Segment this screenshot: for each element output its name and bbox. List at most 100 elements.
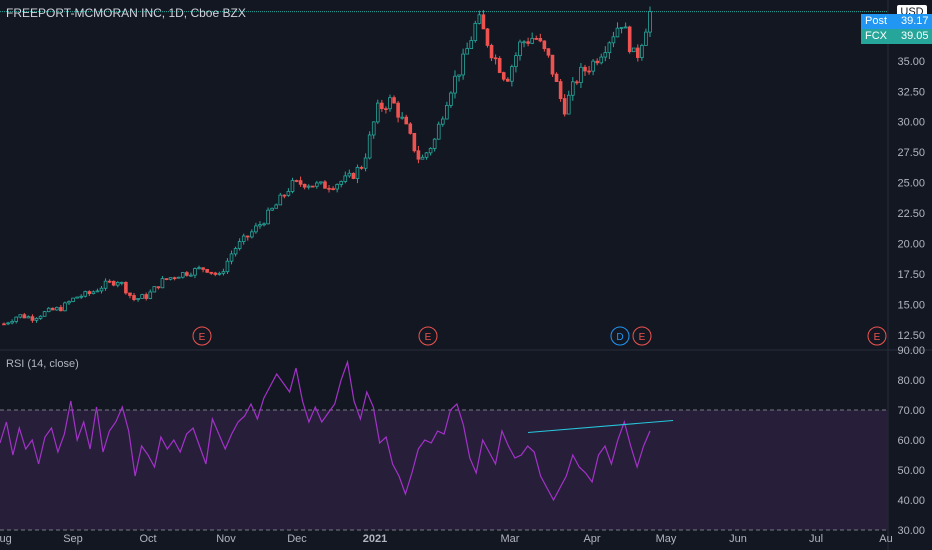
candle-body [359,166,364,169]
candle-body [457,74,461,77]
candle [132,293,136,302]
candle [294,179,299,183]
candle-body [34,317,39,321]
candle-body [189,274,193,277]
candle [644,28,648,46]
candle [591,58,595,76]
candle-body [286,191,291,196]
rsi-tick-label: 50.00 [897,465,925,477]
candle-body [164,278,169,281]
candle [554,72,559,82]
candle-body [558,81,563,99]
candle-body [343,175,348,182]
earnings-marker[interactable]: E [867,326,887,346]
candle-body [310,185,315,188]
candle [367,131,372,160]
earnings-marker[interactable]: E [632,326,652,346]
rsi-band [0,409,888,531]
time-tick-label: Mar [501,533,520,545]
candle [493,54,498,65]
dividend-marker[interactable]: D [610,326,630,346]
candle [34,317,39,323]
candle-body [22,314,27,319]
candle [225,258,230,274]
candle [193,267,197,279]
candle [461,48,465,80]
price-tick-label: 17.50 [897,269,925,281]
candle [111,280,116,287]
time-tick-label: Aug [0,533,12,545]
candle [128,292,132,299]
candle [615,22,620,38]
candle [258,221,262,229]
candle-body [266,209,270,225]
candle-body [611,36,616,44]
candle [497,56,502,74]
candle [221,268,226,276]
time-axis[interactable]: Aug Sep Oct Nov Dec 2021 Mar Apr May Jun Jul Au [0,533,893,545]
candle-body [14,316,18,322]
rsi-axis[interactable]: 90.00 80.00 70.00 60.00 50.00 40.00 30.00 [897,345,925,537]
rsi-tick-label: 80.00 [897,375,925,387]
event-circle [610,326,630,346]
candle-body [412,132,417,152]
candle [514,52,518,73]
candle-body [335,184,339,190]
candle-body [554,73,559,82]
candle [233,246,238,257]
candle-body [79,295,83,298]
candle [201,267,205,273]
candle [115,281,120,288]
candle-body [205,268,209,273]
time-tick-label: 2021 [363,533,387,545]
earnings-marker[interactable]: E [192,326,212,346]
candle-body [38,315,43,319]
candle-body [623,26,628,29]
earnings-marker[interactable]: E [418,326,438,346]
candle [538,33,543,43]
candle-body [115,282,120,286]
candle [363,153,368,172]
price-tick-label: 27.50 [897,147,925,159]
candle [412,132,417,153]
candle [347,169,352,178]
candle [457,74,461,82]
candle-body [128,292,132,296]
candle [95,288,100,293]
candle-body [323,181,327,189]
candle-body [26,316,31,319]
candle-body [213,272,218,275]
post-label: Post [865,15,888,27]
candle-body [375,102,380,123]
candle-body [534,38,539,40]
candle-body [591,60,595,72]
rsi-trendline [527,420,674,433]
candle-body [144,294,149,299]
candle [75,296,79,299]
candle [558,79,563,102]
candle [579,63,583,88]
candle-body [55,307,59,311]
candle-body [347,172,352,177]
candle-body [583,66,587,72]
candle [250,229,254,239]
candle [42,310,47,317]
price-tick-label: 30.00 [897,117,925,129]
candle-body [432,138,437,149]
candle [270,207,274,211]
candle [2,322,6,326]
candle-body [30,316,35,321]
rsi-series [0,359,651,502]
candle [505,77,510,82]
candle [396,100,400,123]
candle-body [501,72,506,80]
candle-body [481,14,486,30]
candle-body [103,280,108,289]
candle [489,43,494,62]
candle [274,203,279,209]
candle [384,106,388,114]
candle-body [2,323,6,326]
candle [530,32,534,45]
